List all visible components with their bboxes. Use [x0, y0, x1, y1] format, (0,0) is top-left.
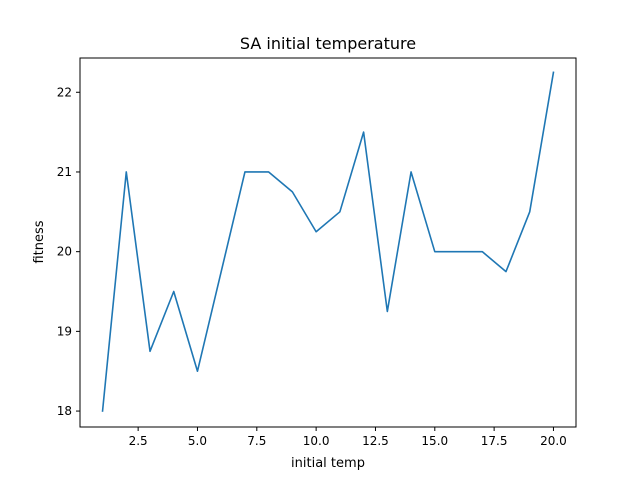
chart-title: SA initial temperature: [240, 34, 416, 53]
x-tick-label: 17.5: [481, 434, 508, 448]
x-tick-label: 12.5: [362, 434, 389, 448]
x-tick-label: 20.0: [540, 434, 567, 448]
series-line: [101, 71, 555, 412]
x-tick-label: 15.0: [421, 434, 448, 448]
y-axis-label: fitness: [32, 220, 47, 263]
y-tick-label: 21: [57, 165, 72, 179]
x-tick-label: 2.5: [129, 434, 148, 448]
plot-frame: [79, 57, 577, 428]
y-tick-label: 22: [57, 85, 72, 99]
x-tick-label: 5.0: [188, 434, 207, 448]
y-tick-label: 20: [57, 245, 72, 259]
x-axis-label: initial temp: [291, 456, 365, 471]
y-tick-label: 19: [57, 324, 72, 338]
y-tick-label: 18: [57, 404, 72, 418]
x-tick-label: 10.0: [303, 434, 330, 448]
plot-area: 2.5 5.0 7.5 10.0 12.5 15.0 17.5 20.0 18 19 20 21 22: [57, 57, 577, 448]
x-tick-label: 7.5: [247, 434, 266, 448]
